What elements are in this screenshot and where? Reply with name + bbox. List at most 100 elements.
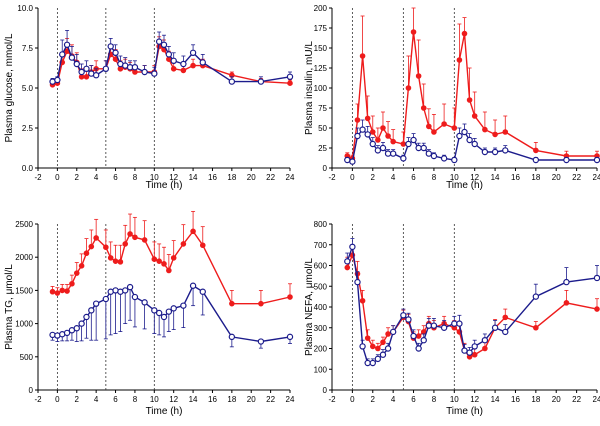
data-point xyxy=(430,322,438,329)
data-point xyxy=(344,258,351,265)
data-point xyxy=(344,264,351,271)
data-point xyxy=(405,140,412,148)
data-point xyxy=(127,231,133,237)
chart-plasma-glucose: -2 0 2 4 6 8 10 12 14 16 18 20 22 240.02.55.07.510.0T… xyxy=(4,4,295,191)
data-point xyxy=(122,287,129,294)
data-point xyxy=(533,147,539,154)
x-tick-label: 14 xyxy=(189,173,198,182)
data-point xyxy=(374,355,382,363)
chart-plasma-tg: -2 0 2 4 6 8 10 12 14 16 18 20 22 2405001000150020002… xyxy=(4,210,295,417)
data-point xyxy=(471,343,478,350)
chart-plasma-nefa: -2 0 2 4 6 8 10 12 14 16 18 20 22 2401002003004005006… xyxy=(304,220,600,417)
data-point xyxy=(451,156,458,164)
data-point xyxy=(349,243,356,251)
chart-plasma-insulin: -2 0 2 4 6 8 10 12 14 16 18 20 22 2402550751001251501… xyxy=(304,4,600,191)
data-point xyxy=(369,343,376,350)
data-point xyxy=(180,241,187,247)
x-tick-label: 12 xyxy=(470,173,479,182)
x-tick-label: 20 xyxy=(552,173,561,182)
y-tick-label: 7.5 xyxy=(22,44,34,53)
x-tick-label: 4 xyxy=(391,173,396,182)
x-tick-label: 18 xyxy=(531,395,540,404)
x-tick-label: 18 xyxy=(531,173,540,182)
data-point xyxy=(532,156,540,164)
data-point xyxy=(287,80,293,86)
y-tick-label: 200 xyxy=(314,4,328,13)
data-point xyxy=(155,309,163,317)
data-point xyxy=(151,70,158,77)
data-point xyxy=(141,237,148,243)
x-tick-label: 6 xyxy=(411,395,416,404)
x-tick-label: 16 xyxy=(511,173,520,182)
data-point xyxy=(49,288,56,295)
data-point xyxy=(380,339,386,346)
data-point xyxy=(400,141,407,147)
x-tick-label: -2 xyxy=(328,395,336,404)
data-point xyxy=(364,131,371,138)
x-tick-label: 4 xyxy=(94,395,99,404)
data-point xyxy=(354,132,361,140)
data-point xyxy=(400,312,407,319)
data-point xyxy=(83,313,90,321)
data-point xyxy=(190,62,196,69)
data-point xyxy=(533,324,539,331)
x-tick-label: 6 xyxy=(411,173,416,182)
data-point xyxy=(103,244,109,251)
data-point xyxy=(390,138,396,145)
data-point xyxy=(151,256,158,262)
x-axis-title: Time (h) xyxy=(446,180,483,191)
data-point xyxy=(491,148,499,156)
data-point xyxy=(112,258,119,264)
data-point xyxy=(107,43,114,50)
data-point xyxy=(440,155,448,162)
y-tick-label: 10.0 xyxy=(17,4,33,13)
data-point xyxy=(63,41,71,49)
y-tick-label: 800 xyxy=(314,220,328,229)
data-point xyxy=(415,333,422,339)
data-point xyxy=(199,288,206,295)
x-tick-label: 2 xyxy=(75,173,80,182)
x-tick-label: 0 xyxy=(55,395,60,404)
data-point xyxy=(461,347,468,354)
series-blue xyxy=(49,29,294,85)
data-point xyxy=(359,126,366,133)
x-tick-label: 20 xyxy=(552,395,561,404)
x-tick-label: 10 xyxy=(450,395,459,404)
data-point xyxy=(420,337,427,344)
data-point xyxy=(502,129,509,135)
data-point xyxy=(54,76,61,84)
y-tick-label: 400 xyxy=(314,303,328,312)
data-point xyxy=(73,60,80,68)
data-point xyxy=(375,345,381,352)
data-point xyxy=(122,241,129,247)
data-point xyxy=(385,133,391,139)
y-tick-label: 75 xyxy=(318,104,327,113)
x-tick-label: 14 xyxy=(491,173,500,182)
data-point xyxy=(420,105,427,111)
data-point xyxy=(228,333,236,341)
y-tick-label: 125 xyxy=(314,64,328,73)
data-point xyxy=(258,300,264,307)
data-point xyxy=(466,349,473,356)
data-point xyxy=(131,293,139,301)
data-point xyxy=(131,63,139,71)
x-tick-label: 6 xyxy=(113,173,118,182)
data-point xyxy=(165,308,173,315)
data-point xyxy=(375,137,381,143)
x-tick-label: 12 xyxy=(169,173,178,182)
data-point xyxy=(440,324,448,331)
data-point xyxy=(107,255,114,261)
data-point xyxy=(482,126,488,133)
y-tick-label: 0 xyxy=(323,164,328,173)
data-point xyxy=(160,313,168,321)
data-point xyxy=(563,300,570,306)
data-point xyxy=(117,259,124,265)
x-tick-label: -2 xyxy=(328,173,336,182)
y-axis-title: Plasma TG, μmol/L xyxy=(4,264,15,350)
x-tick-label: 22 xyxy=(572,395,581,404)
x-tick-label: 4 xyxy=(391,395,396,404)
data-point xyxy=(156,258,162,264)
data-point xyxy=(54,290,61,296)
data-point xyxy=(563,278,570,286)
data-point xyxy=(155,38,163,45)
